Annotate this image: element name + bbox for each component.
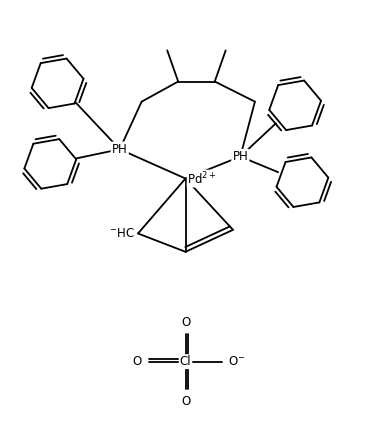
Text: O$^{-}$: O$^{-}$: [227, 355, 245, 368]
Text: PH: PH: [112, 143, 128, 156]
Text: O: O: [181, 316, 190, 329]
Text: PH: PH: [233, 150, 248, 163]
Text: $^{-}$HC: $^{-}$HC: [109, 227, 134, 240]
Text: O: O: [132, 355, 142, 368]
Text: O: O: [181, 395, 190, 408]
Text: Cl: Cl: [180, 355, 191, 368]
Text: Pd$^{2+}$: Pd$^{2+}$: [187, 170, 217, 187]
